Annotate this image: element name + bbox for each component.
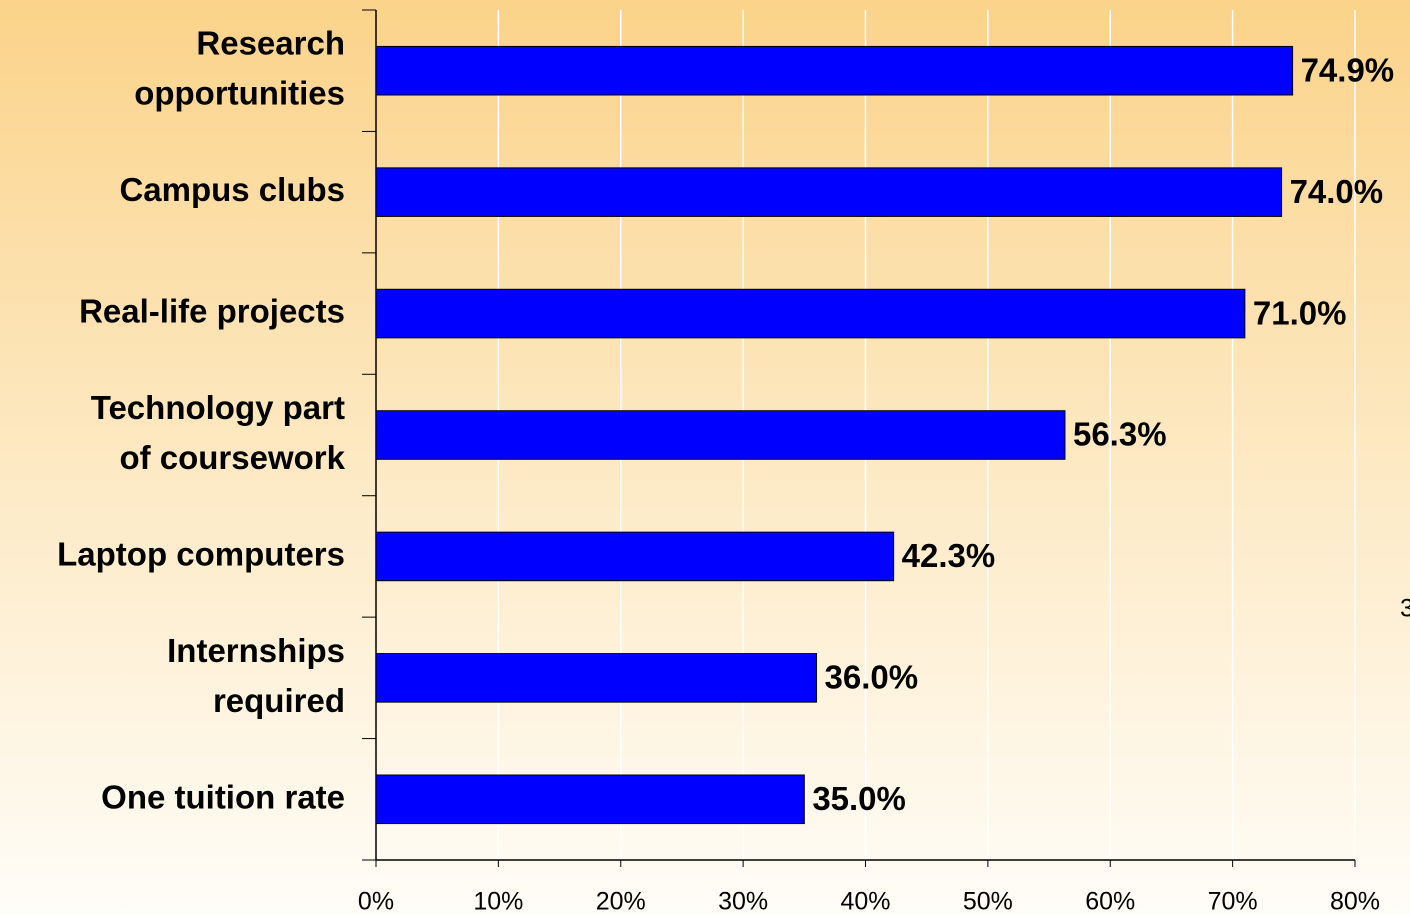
value-label: 74.9%	[1301, 51, 1395, 88]
y-tick-label: Internships required	[167, 632, 345, 719]
label-line: Internships	[167, 632, 345, 669]
y-tick-label: Campus clubs	[119, 171, 345, 208]
bar	[375, 167, 1283, 217]
x-tick-label: 80%	[1330, 888, 1380, 915]
x-tick-label: 50%	[963, 888, 1013, 915]
label-line: opportunities	[134, 74, 345, 111]
y-tick-label: Real-life projects	[79, 292, 345, 329]
bar	[375, 288, 1246, 339]
bar	[375, 531, 895, 582]
label-line: Technology part	[91, 389, 345, 426]
label-line: Real-life projects	[79, 292, 345, 329]
label-line: Research	[196, 24, 345, 61]
y-tick-label: Technology part of coursework	[91, 389, 346, 476]
label-line: Campus clubs	[119, 171, 345, 208]
value-label: 71.0%	[1253, 294, 1347, 331]
value-label: 36.0%	[825, 659, 919, 696]
x-tick-label: 10%	[473, 888, 523, 915]
bar	[375, 410, 1066, 460]
label-line: of coursework	[119, 439, 345, 476]
value-label: 42.3%	[902, 537, 996, 574]
annotation: 3	[1400, 595, 1410, 623]
bar	[375, 774, 805, 825]
value-label: 35.0%	[812, 780, 906, 817]
x-tick-label: 40%	[840, 888, 890, 915]
label-line: required	[213, 682, 345, 719]
y-tick-label: Laptop computers	[57, 535, 345, 572]
label-line: Laptop computers	[57, 535, 345, 572]
value-label: 56.3%	[1073, 416, 1167, 453]
bar	[375, 653, 818, 703]
value-label: 74.0%	[1290, 173, 1384, 210]
x-tick-label: 70%	[1208, 888, 1258, 915]
y-tick-label: Research opportunities	[134, 24, 345, 111]
x-tick-label: 0%	[358, 888, 394, 915]
x-tick-label: 60%	[1085, 888, 1135, 915]
x-tick-label: 20%	[596, 888, 646, 915]
bar	[375, 45, 1294, 96]
x-tick-label: 30%	[718, 888, 768, 915]
y-tick-label: One tuition rate	[101, 778, 345, 815]
label-line: One tuition rate	[101, 778, 345, 815]
